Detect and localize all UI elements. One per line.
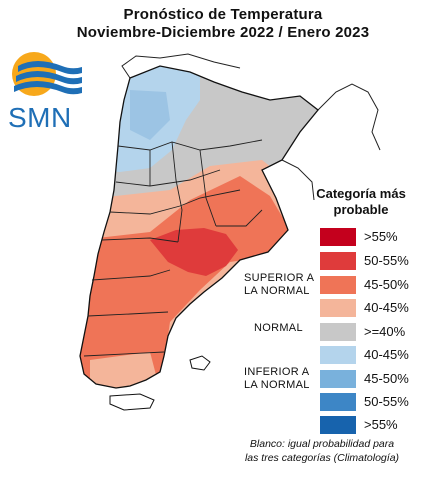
legend-group-superior-line1: SUPERIOR A: [244, 272, 315, 284]
legend-group-inferior-line1: INFERIOR A: [244, 366, 310, 378]
province-border-9: [87, 311, 169, 317]
logo-wave-2: [16, 71, 82, 85]
province-border-2: [115, 169, 221, 187]
legend-swatch-superior-45-50: [320, 276, 356, 294]
map-title-line2: Noviembre-Diciembre 2022 / Enero 2023: [76, 24, 370, 41]
legend-swatch-inferior-45-50: [320, 370, 356, 388]
forecast-regions: [80, 66, 318, 388]
legend-label-superior-40-45: 40-45%: [364, 300, 409, 315]
legend-swatch-normal: [320, 323, 356, 341]
legend-label-inferior-45-50: 45-50%: [364, 371, 409, 386]
tierra-del-fuego: [109, 393, 155, 411]
east-border-line: [317, 83, 381, 151]
legend-group-inferior-line2: LA NORMAL: [244, 379, 310, 391]
legend-swatch-superior-55: [320, 228, 356, 246]
legend-title-line2: probable: [333, 202, 389, 217]
legend-group-superior-line2: LA NORMAL: [244, 285, 310, 297]
legend-group-inferior: INFERIOR A LA NORMAL: [244, 366, 310, 392]
legend-swatch-inferior-55: [320, 416, 356, 434]
malvinas-islands: [189, 355, 211, 371]
province-border-1: [117, 139, 263, 151]
logo-wave-3: [14, 81, 82, 95]
legend-swatch-superior-50-55: [320, 252, 356, 270]
legend-swatch-superior-40-45: [320, 299, 356, 317]
legend-title-line1: Categoría más: [316, 186, 406, 201]
argentina-outline: [79, 65, 319, 389]
province-border-5: [171, 141, 183, 243]
province-borders: [83, 139, 263, 357]
north-border-line: [121, 53, 241, 79]
region-superior-40-45-south: [90, 352, 160, 388]
region-inferior-40-45-core: [130, 90, 170, 140]
neighbor-borders: [121, 53, 381, 201]
legend-label-superior-55: >55%: [364, 229, 398, 244]
legend-label-superior-50-55: 50-55%: [364, 253, 409, 268]
smn-logo-icon: [12, 52, 82, 96]
province-border-4: [101, 237, 179, 243]
logo-wave-1: [18, 61, 82, 75]
footnote: Blanco: igual probabilidad para las tres…: [212, 437, 432, 465]
legend-label-inferior-55: >55%: [364, 417, 398, 432]
uruguay-border-line: [281, 159, 315, 201]
legend-group-normal-line1: NORMAL: [254, 322, 303, 334]
province-border-10: [83, 351, 165, 357]
province-border-6: [199, 149, 217, 227]
legend-label-inferior-50-55: 50-55%: [364, 394, 409, 409]
legend-swatch-inferior-50-55: [320, 393, 356, 411]
footnote-line2: las tres categorías (Climatología): [244, 452, 400, 464]
legend-group-normal: NORMAL: [254, 322, 303, 335]
region-superior-45-50: [80, 176, 290, 388]
legend-label-inferior-40-45: 40-45%: [364, 347, 409, 362]
smn-logo-text: SMN: [8, 102, 72, 133]
footnote-line1: Blanco: igual probabilidad para: [249, 438, 395, 450]
legend-group-superior: SUPERIOR A LA NORMAL: [244, 272, 314, 298]
legend-label-normal: >=40%: [364, 324, 406, 339]
province-border-3: [109, 189, 241, 215]
map-title-line1: Pronóstico de Temperatura: [123, 6, 323, 23]
legend-label-superior-45-50: 45-50%: [364, 277, 409, 292]
province-border-8: [91, 269, 171, 281]
province-border-11: [216, 209, 263, 227]
legend-swatch-inferior-40-45: [320, 346, 356, 364]
region-superior-50-55: [150, 228, 238, 276]
